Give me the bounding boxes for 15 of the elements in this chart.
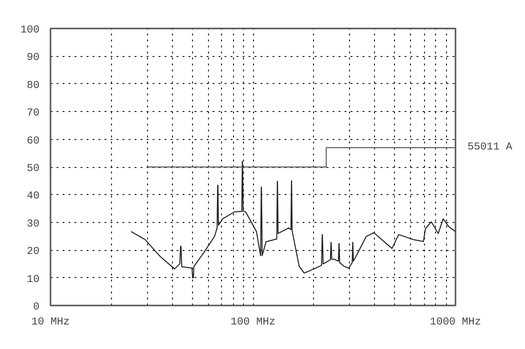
y-tick-label: 50	[26, 163, 40, 175]
x-tick-label: 10 MHz	[31, 316, 70, 328]
y-tick-label: 40	[26, 190, 40, 203]
x-tick-label: 1000 MHz	[430, 316, 482, 328]
y-tick-label: 10	[26, 274, 40, 286]
y-tick-label: 90	[26, 52, 40, 64]
y-tick-label: 20	[26, 246, 40, 258]
y-tick-label: 30	[26, 218, 40, 230]
y-tick-label: 70	[26, 108, 40, 120]
y-tick-label: 0	[33, 302, 40, 314]
y-tick-label: 80	[26, 80, 40, 92]
x-tick-label: 100 MHz	[230, 316, 276, 328]
series-label: 55011 A	[468, 142, 513, 154]
y-tick-label: 60	[26, 135, 40, 148]
y-tick-label: 100	[20, 24, 40, 36]
